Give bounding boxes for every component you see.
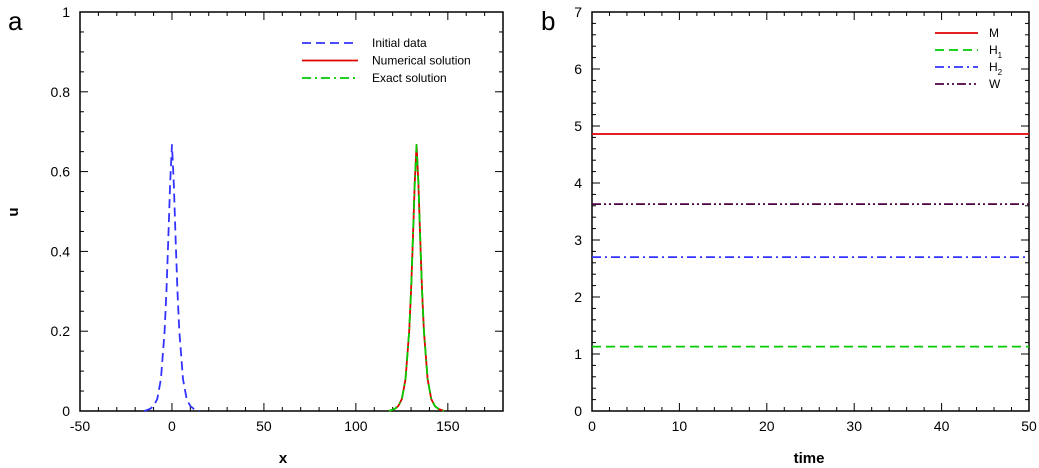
legend-label: H2 (989, 60, 1003, 77)
x-tick-label: 10 (672, 418, 688, 434)
x-tick-label: -50 (70, 418, 90, 434)
y-tick-label: 0.2 (51, 323, 71, 339)
panel-b-label: b (541, 6, 555, 36)
panel-a-label: a (8, 6, 23, 36)
legend-label: W (989, 77, 1001, 91)
panel-b-x-axis-title: time (794, 450, 825, 467)
y-tick-label: 0 (62, 403, 70, 419)
legend-label: Initial data (372, 36, 427, 50)
plot-frame (591, 11, 1030, 412)
x-tick-label: 50 (1021, 418, 1037, 434)
y-tick-label: 1 (62, 4, 70, 20)
panel-a-y-axis-title: u (5, 207, 22, 216)
x-tick-label: 100 (344, 418, 368, 434)
y-tick-label: 0.6 (51, 164, 71, 180)
series-line-numerical-solution (388, 143, 445, 412)
legend-label: Exact solution (372, 71, 447, 85)
y-tick-label: 4 (574, 175, 582, 191)
panel-a-x-axis-title: x (279, 450, 288, 467)
x-tick-label: 150 (436, 418, 460, 434)
legend-label: M (989, 26, 999, 40)
y-tick-label: 6 (574, 61, 582, 77)
y-tick-label: 0 (574, 403, 582, 419)
x-tick-label: 0 (588, 418, 596, 434)
legend-label: Numerical solution (372, 54, 471, 68)
y-tick-label: 2 (574, 289, 582, 305)
y-tick-label: 5 (574, 118, 582, 134)
y-tick-label: 3 (574, 232, 582, 248)
legend: Initial data Numerical solution Exact solu… (302, 36, 471, 85)
x-tick-label: 20 (759, 418, 775, 434)
series-line-initial-data (144, 143, 200, 412)
x-tick-label: 40 (934, 418, 950, 434)
legend-label: H1 (989, 43, 1003, 60)
y-tick-label: 1 (574, 346, 582, 362)
y-tick-label: 0.8 (51, 84, 71, 100)
x-tick-label: 50 (256, 418, 272, 434)
series-line-exact-solution (388, 143, 445, 412)
y-tick-label: 7 (574, 4, 582, 20)
x-tick-label: 0 (168, 418, 176, 434)
x-tick-label: 30 (846, 418, 862, 434)
y-tick-label: 0.4 (51, 243, 71, 259)
